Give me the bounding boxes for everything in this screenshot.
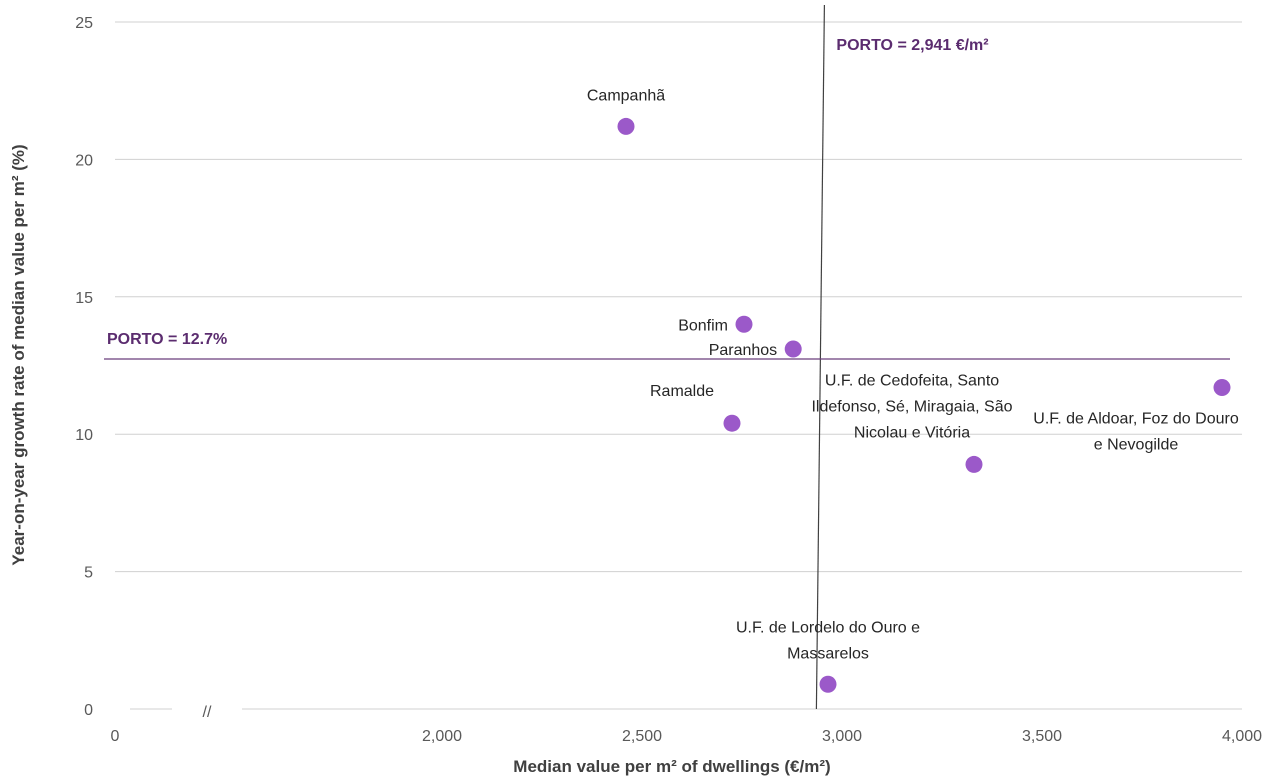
x-axis-break-marker: // xyxy=(203,704,212,721)
gridlines xyxy=(115,21,1242,573)
x-tick-label: 3,500 xyxy=(1022,728,1062,745)
y-tick-label: 20 xyxy=(75,152,93,169)
y-tick-label: 15 xyxy=(75,290,93,307)
x-tick-label: 4,000 xyxy=(1222,728,1262,745)
data-point xyxy=(617,117,635,135)
y-tick-label: 0 xyxy=(84,702,93,719)
point-labels: Campanhã Bonfim Paranhos Ramalde U.F. de Ced… xyxy=(587,87,1239,662)
point-label: Ramalde xyxy=(650,383,714,400)
data-point xyxy=(819,675,837,693)
point-label: Campanhã xyxy=(587,87,665,104)
point-label: U.F. de Lordelo do Ouro e xyxy=(736,619,920,636)
data-point xyxy=(1213,378,1231,396)
porto-vertical-reference-label: PORTO = 2,941 €/m² xyxy=(836,37,988,54)
porto-horizontal-reference-label: PORTO = 12.7% xyxy=(107,331,227,348)
y-axis: 0 5 10 15 20 25 xyxy=(75,15,93,719)
data-point xyxy=(735,315,753,333)
point-label: U.F. de Aldoar, Foz do Douro xyxy=(1033,410,1239,427)
point-label: Massarelos xyxy=(787,645,869,662)
point-label: Bonfim xyxy=(678,317,728,334)
data-points xyxy=(617,117,1231,693)
x-axis: // 0 2,000 2,500 3,000 3,500 4,000 xyxy=(111,704,1263,745)
data-point xyxy=(784,340,802,358)
porto-vertical-reference-line xyxy=(815,4,825,710)
y-axis-title: Year-on-year growth rate of median value… xyxy=(9,144,28,565)
y-tick-label: 25 xyxy=(75,15,93,32)
reference-lines: PORTO = 2,941 €/m² PORTO = 12.7% xyxy=(104,4,1230,710)
x-tick-label: 2,000 xyxy=(422,728,462,745)
data-point xyxy=(723,414,741,432)
data-point xyxy=(965,455,983,473)
x-axis-title: Median value per m² of dwellings (€/m²) xyxy=(513,757,830,776)
x-tick-label-origin: 0 xyxy=(111,728,120,745)
x-tick-label: 3,000 xyxy=(822,728,862,745)
point-label: Ildefonso, Sé, Miragaia, São xyxy=(811,398,1012,415)
point-label: Paranhos xyxy=(709,342,778,359)
point-label: e Nevogilde xyxy=(1094,436,1179,453)
point-label: Nicolau e Vitória xyxy=(854,424,970,441)
y-tick-label: 10 xyxy=(75,427,93,444)
y-tick-label: 5 xyxy=(84,565,93,582)
point-label: U.F. de Cedofeita, Santo xyxy=(825,372,999,389)
x-tick-label: 2,500 xyxy=(622,728,662,745)
